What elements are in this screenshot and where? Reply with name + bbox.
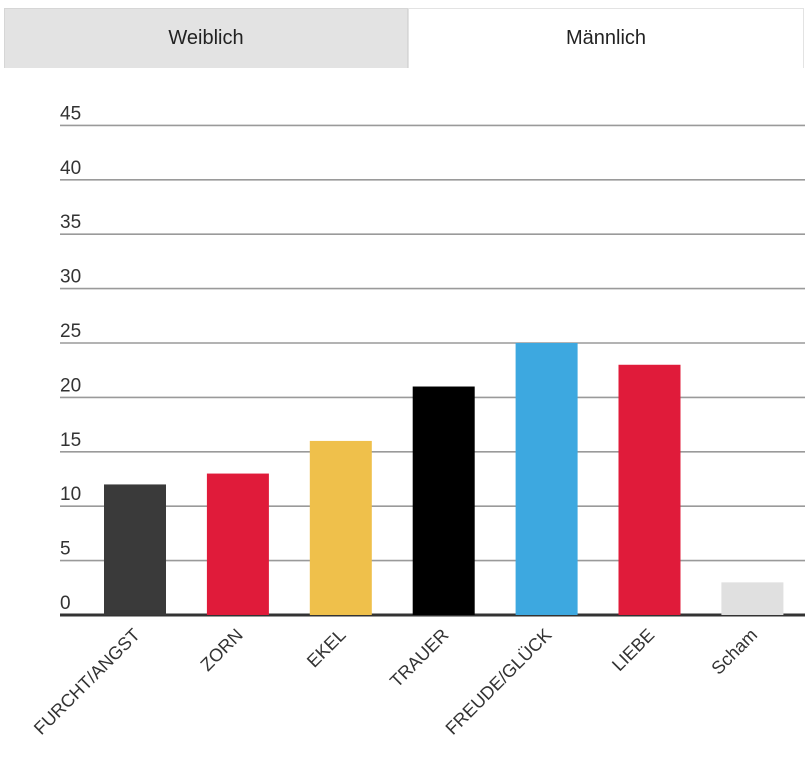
y-tick-label: 5 [60,539,71,560]
x-tick-label: EKEL [303,625,350,672]
bar [412,386,475,615]
y-tick-label: 35 [60,212,81,233]
y-tick-label: 10 [60,484,81,505]
y-tick-label: 40 [60,158,81,179]
bar-chart: 0 5 10 15 20 25 30 35 40 45 FURCHT/ANGST ZORN EKEL TR… [0,80,808,759]
bar [618,364,681,615]
bar [309,440,372,615]
y-tick-label: 25 [60,321,81,342]
x-tick-label: FREUDE/GLÜCK [442,625,556,739]
tab-maennlich-label: Männlich [565,27,647,49]
bar-chart-svg: 0 5 10 15 20 25 30 35 40 45 FURCHT/ANGST ZORN EKEL TR… [30,103,805,739]
y-tick-label: 20 [60,375,81,396]
bar [206,473,269,615]
x-tick-label: LIEBE [608,625,658,675]
x-tick-label: ZORN [197,625,247,675]
y-tick-label: 0 [60,593,71,614]
y-tick-label: 15 [60,430,81,451]
bar [515,343,578,615]
tab-weiblich[interactable]: Weiblich [4,8,408,68]
tab-weiblich-label: Weiblich [168,27,244,49]
x-tick-label: Scham [707,625,761,679]
y-tick-label: 30 [60,267,81,288]
bar [721,582,784,615]
x-tick-label: TRAUER [386,625,452,691]
tab-maennlich[interactable]: Männlich [408,8,804,68]
gender-tabs: Weiblich Männlich [4,8,804,68]
bar [104,484,166,615]
bars-layer [104,343,784,615]
y-tick-label: 45 [60,103,81,124]
x-tick-label: FURCHT/ANGST [30,625,144,739]
